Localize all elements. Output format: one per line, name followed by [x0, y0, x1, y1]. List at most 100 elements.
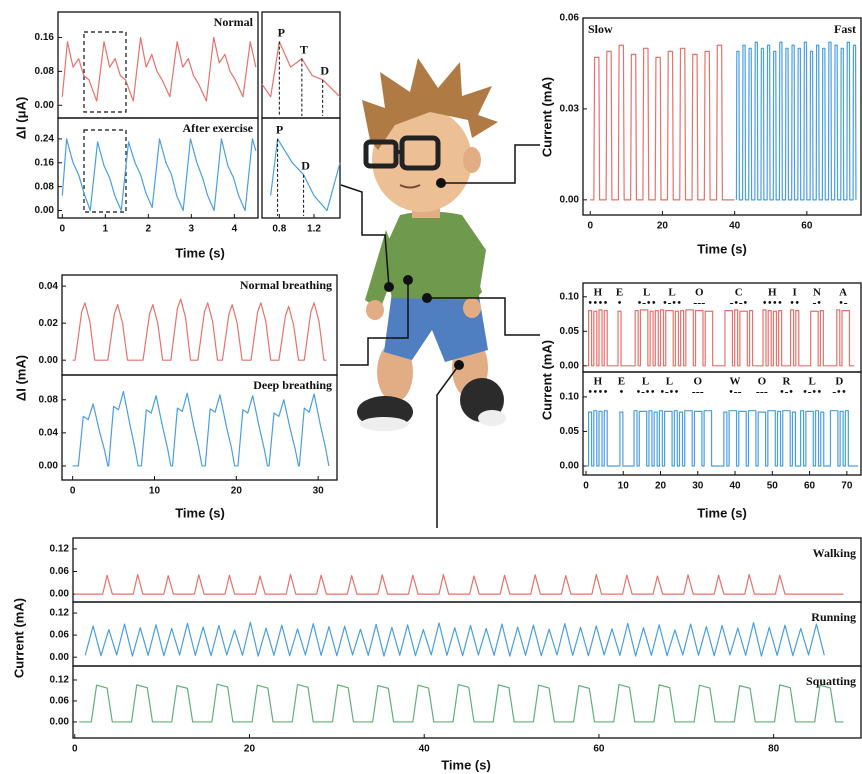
annotation: T: [300, 42, 308, 56]
morse-code: –––: [693, 299, 705, 308]
y-tick-label: 0.02: [39, 318, 59, 329]
x-axis-label: Time (s): [175, 245, 225, 260]
morse-letter: R: [782, 376, 791, 388]
y-tick-label: 0.06: [50, 630, 70, 641]
x-tick-label: 70: [841, 481, 853, 492]
x-tick-label: 20: [655, 481, 667, 492]
y-tick-label: 0.05: [560, 326, 580, 337]
morse-code: •––: [728, 388, 741, 397]
annotation: D: [301, 158, 310, 172]
morse-code: •–••: [636, 388, 655, 397]
panel-frame: [61, 374, 338, 481]
connectors: [340, 144, 540, 528]
panel-title: After exercise: [182, 121, 253, 135]
x-tick-label: 60: [593, 744, 605, 755]
y-tick-label: 0.00: [50, 589, 70, 600]
morse-code: •: [619, 388, 624, 397]
morse-letter: H: [594, 287, 603, 299]
x-tick-label: 10: [149, 486, 161, 497]
y-tick-label: 0.06: [560, 13, 580, 24]
x-tick-label: 10: [618, 481, 630, 492]
morse-code: –––: [756, 388, 768, 397]
y-tick-label: 0.00: [35, 100, 55, 111]
x-axis-label: Time (s): [175, 505, 225, 520]
morse-code: •–••: [662, 299, 681, 308]
panel-title: Running: [811, 610, 856, 624]
morse-code: –••: [832, 388, 846, 397]
x-tick-label: 1: [103, 224, 109, 235]
morse-code: –•–•: [730, 299, 748, 308]
morse-letter: E: [618, 376, 625, 388]
morse-code: •–••: [660, 388, 679, 397]
annotation: D: [320, 64, 329, 78]
data-line: [72, 298, 327, 361]
data-line: [61, 138, 257, 212]
panel-title: Deep breathing: [253, 378, 332, 392]
y-tick-label: 0.10: [560, 291, 580, 302]
panel-frame: [261, 117, 341, 219]
y-axis-label: ΔI (mA): [13, 355, 28, 401]
y-tick-label: 0.12: [50, 608, 70, 619]
morse-letter: A: [839, 287, 847, 299]
y-tick-label: 0.00: [560, 461, 580, 472]
y-tick-label: 0.00: [560, 194, 580, 205]
morse-letter: L: [666, 376, 673, 388]
x-tick-label: 20: [657, 221, 669, 232]
x-tick-label: 0: [70, 486, 76, 497]
series-label: Fast: [834, 22, 856, 36]
panel-frame: [72, 601, 862, 667]
panel-frame: [57, 117, 259, 219]
y-tick-label: 0.12: [50, 544, 70, 555]
x-tick-label: 30: [313, 486, 325, 497]
y-tick-label: 0.00: [50, 652, 70, 663]
y-axis-label: Current (mA): [539, 340, 554, 420]
x-tick-label: 60: [801, 221, 813, 232]
data-line: [585, 410, 859, 467]
data-line: [79, 683, 844, 723]
morse-letter: E: [616, 287, 623, 299]
x-tick-label: 20: [231, 486, 243, 497]
morse-letter: I: [793, 287, 797, 299]
data-line: [74, 573, 844, 595]
y-axis-label: ΔI (μA): [13, 97, 28, 140]
morse-letter: L: [668, 287, 675, 299]
x-axis-label: Time (s): [697, 505, 747, 520]
series-label: Slow: [588, 22, 613, 36]
data-line: [61, 36, 257, 102]
x-tick-label: 50: [767, 481, 779, 492]
morse-code: •–: [839, 299, 848, 308]
x-tick-label: 1.2: [307, 224, 321, 235]
x-tick-label: 30: [692, 481, 704, 492]
morse-letter: O: [693, 376, 702, 388]
morse-code: •–••: [803, 388, 822, 397]
annotation: P: [276, 123, 283, 137]
morse-code: –––: [692, 388, 704, 397]
morse-letter: D: [835, 376, 843, 388]
y-tick-label: 0.10: [560, 392, 580, 403]
y-tick-label: 0.16: [35, 157, 55, 168]
y-tick-label: 0.24: [35, 134, 55, 145]
x-tick-label: 80: [768, 744, 780, 755]
y-tick-label: 0.00: [50, 717, 70, 728]
data-line: [585, 309, 855, 367]
y-tick-label: 0.08: [35, 66, 55, 77]
panel-title: Walking: [813, 546, 856, 560]
y-tick-label: 0.05: [560, 426, 580, 437]
y-tick-label: 0.03: [560, 104, 580, 115]
morse-code: •–•: [779, 388, 793, 397]
x-tick-label: 40: [729, 221, 741, 232]
panel-frame: [72, 665, 862, 739]
x-axis-label: Time (s): [441, 757, 491, 772]
morse-code: ••••: [588, 388, 608, 397]
morse-letter: O: [695, 287, 704, 299]
morse-code: ••••: [588, 299, 608, 308]
x-tick-label: 3: [189, 224, 195, 235]
x-tick-label: 4: [232, 224, 238, 235]
x-tick-label: 0: [587, 221, 593, 232]
y-axis-label: Current (mA): [539, 77, 554, 157]
panel-frame: [582, 371, 862, 476]
morse-code: ••••: [762, 299, 782, 308]
morse-letter: H: [768, 287, 777, 299]
data-line: [261, 41, 341, 98]
